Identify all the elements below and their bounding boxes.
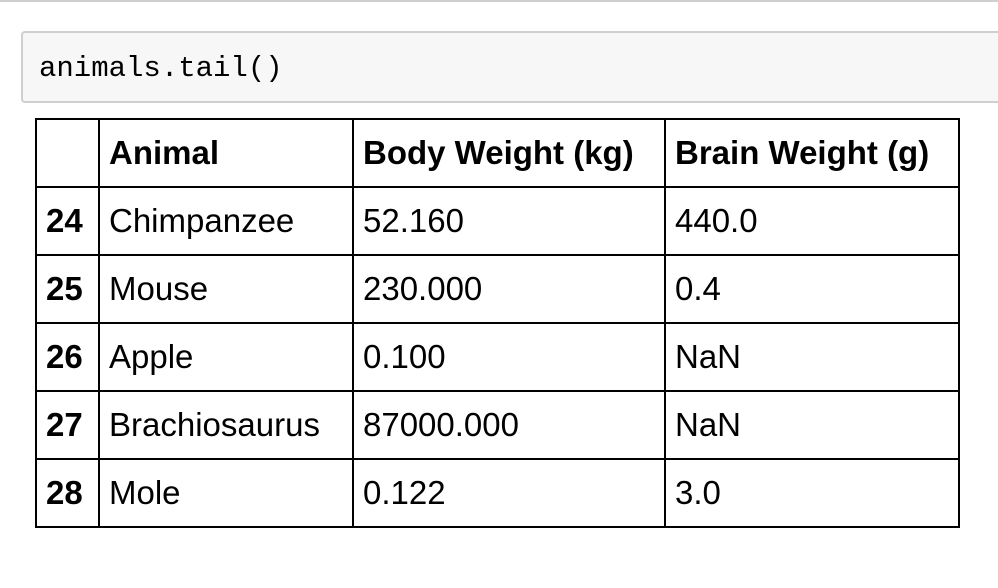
header-brain-weight: Brain Weight (g) [664,118,960,188]
header-index [35,118,100,188]
row-index: 24 [35,186,100,256]
table-row: 27 Brachiosaurus 87000.000 NaN [35,390,960,460]
cell-brain-weight: 440.0 [664,186,960,256]
code-source[interactable]: animals.tail() [39,52,283,85]
cell-body-weight: 0.122 [352,458,666,528]
cell-brain-weight: NaN [664,390,960,460]
row-index: 25 [35,254,100,324]
row-index: 27 [35,390,100,460]
cell-separator [0,0,998,2]
table-row: 25 Mouse 230.000 0.4 [35,254,960,324]
row-index: 26 [35,322,100,392]
cell-brain-weight: NaN [664,322,960,392]
header-body-weight: Body Weight (kg) [352,118,666,188]
cell-brain-weight: 0.4 [664,254,960,324]
table-row: 28 Mole 0.122 3.0 [35,458,960,528]
cell-animal: Mouse [98,254,354,324]
cell-animal: Chimpanzee [98,186,354,256]
cell-body-weight: 0.100 [352,322,666,392]
row-index: 28 [35,458,100,528]
cell-animal: Mole [98,458,354,528]
table-row: 26 Apple 0.100 NaN [35,322,960,392]
dataframe-output: Animal Body Weight (kg) Brain Weight (g)… [35,118,960,528]
code-cell-input[interactable]: animals.tail() [21,31,998,103]
header-animal: Animal [98,118,354,188]
cell-brain-weight: 3.0 [664,458,960,528]
cell-animal: Brachiosaurus [98,390,354,460]
table-row: 24 Chimpanzee 52.160 440.0 [35,186,960,256]
cell-body-weight: 230.000 [352,254,666,324]
header-row: Animal Body Weight (kg) Brain Weight (g) [35,118,960,188]
cell-body-weight: 52.160 [352,186,666,256]
cell-animal: Apple [98,322,354,392]
cell-body-weight: 87000.000 [352,390,666,460]
